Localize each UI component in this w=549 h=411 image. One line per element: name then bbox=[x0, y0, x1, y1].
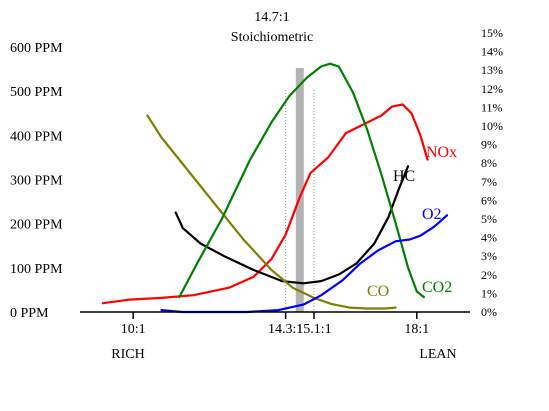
right-axis-tick-label: 2% bbox=[481, 268, 497, 282]
right-axis-tick-label: 15% bbox=[481, 26, 503, 40]
left-axis-tick-label: 600 PPM bbox=[10, 41, 63, 56]
right-axis-tick-label: 9% bbox=[481, 138, 497, 152]
x-category-label: 15.1:1 bbox=[296, 322, 331, 337]
x-category-label: 18:1 bbox=[404, 322, 429, 337]
series-line-co bbox=[146, 114, 397, 310]
right-axis-tick-label: 11% bbox=[481, 100, 503, 114]
right-axis-tick-label: 12% bbox=[481, 82, 503, 96]
rich-label: RICH bbox=[111, 347, 144, 362]
series-label-hc: HC bbox=[393, 168, 415, 185]
chart-title: 14.7:1 bbox=[254, 10, 289, 25]
stoichiometric-marker-bar bbox=[295, 68, 304, 312]
right-axis-tick-label: 0% bbox=[481, 305, 497, 319]
x-category-label: 10:1 bbox=[121, 322, 146, 337]
left-axis-tick-label: 100 PPM bbox=[10, 262, 63, 277]
series-label-co: CO bbox=[367, 283, 389, 300]
right-axis-tick-label: 8% bbox=[481, 156, 497, 170]
series-line-co2 bbox=[178, 62, 425, 299]
right-axis-tick-label: 13% bbox=[481, 63, 503, 77]
right-axis-tick-label: 5% bbox=[481, 212, 497, 226]
right-axis-tick-label: 3% bbox=[481, 249, 497, 263]
x-category-label: 14.3:1 bbox=[268, 322, 303, 337]
right-axis-tick-label: 14% bbox=[481, 45, 503, 59]
right-axis-tick-label: 1% bbox=[481, 286, 497, 300]
right-axis-tick-label: 6% bbox=[481, 193, 497, 207]
chart-subtitle: Stoichiometric bbox=[231, 30, 313, 45]
left-axis-tick-label: 500 PPM bbox=[10, 85, 63, 100]
series-line-o2 bbox=[160, 214, 449, 314]
left-axis-tick-label: 300 PPM bbox=[10, 174, 63, 189]
series-line-nox bbox=[101, 103, 429, 305]
series-label-o2: O2 bbox=[422, 206, 442, 223]
left-axis-tick-label: 400 PPM bbox=[10, 129, 63, 144]
right-axis-tick-label: 4% bbox=[481, 231, 497, 245]
right-axis-tick-label: 10% bbox=[481, 119, 503, 133]
right-axis-tick-label: 7% bbox=[481, 175, 497, 189]
series-label-nox: NOx bbox=[426, 144, 457, 161]
series-label-co2: CO2 bbox=[422, 279, 452, 296]
lean-label: LEAN bbox=[419, 347, 456, 362]
left-axis-tick-label: 0 PPM bbox=[10, 306, 49, 321]
left-axis-tick-label: 200 PPM bbox=[10, 218, 63, 233]
series-line-hc bbox=[174, 165, 410, 285]
